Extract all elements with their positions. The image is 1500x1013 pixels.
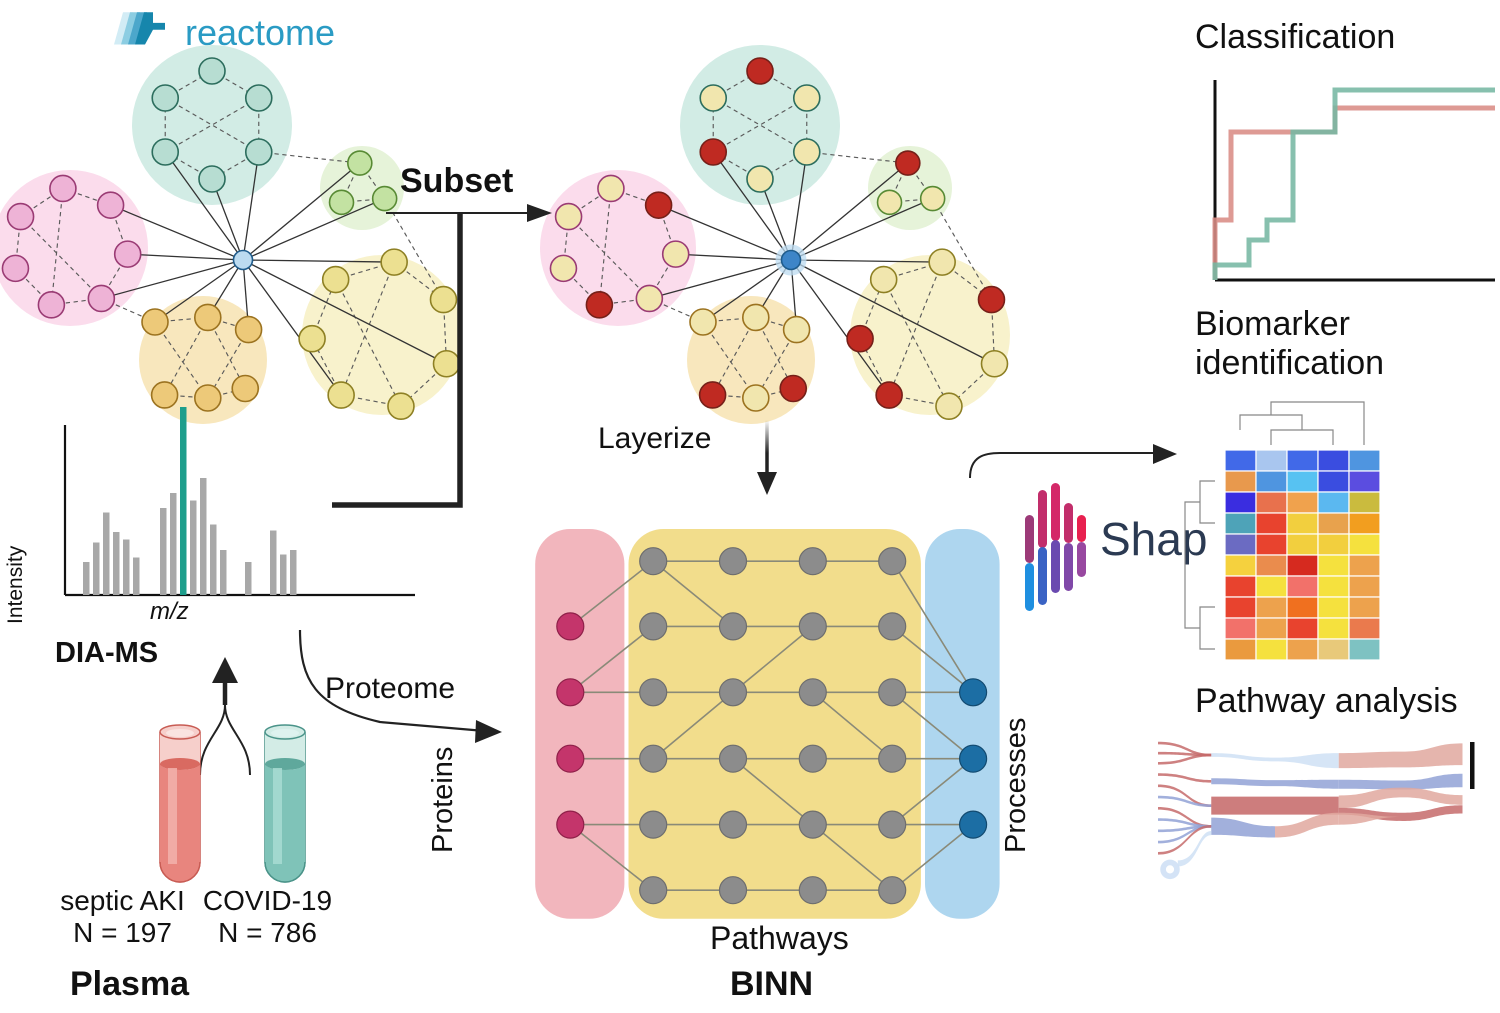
svg-text:Shap: Shap — [1100, 513, 1207, 565]
